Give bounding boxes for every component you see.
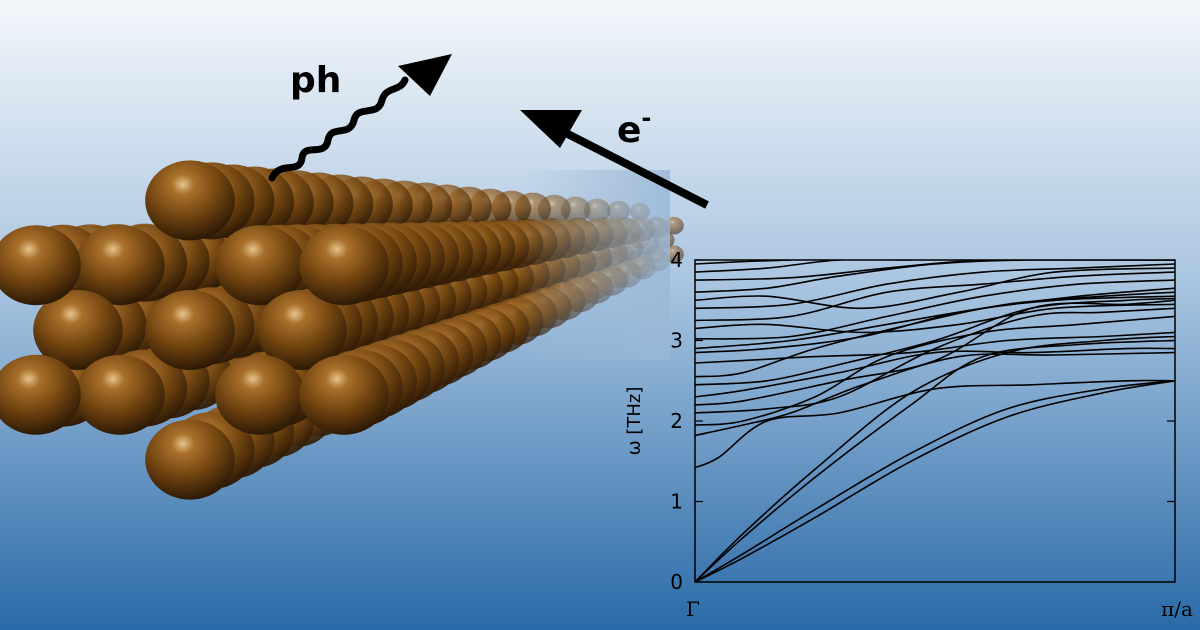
x-tick-label-gamma: Γ [686,597,700,621]
electron-shaft [558,126,709,209]
phonon-arrowhead [398,54,452,96]
wire-fade [520,170,670,360]
atom [299,225,389,306]
phonon-arrow [268,54,452,182]
phonon-label: ph [290,60,341,101]
atom [75,225,165,306]
atom [33,290,123,370]
dispersion-branch-4 [695,335,1175,582]
y-axis-ticks: 0 1 2 3 4 [670,248,1175,594]
dispersion-branch-3 [695,339,1175,582]
electron-arrowhead [520,110,582,148]
atom [145,419,235,500]
y-tick-label: 3 [670,329,683,353]
atom [75,354,165,435]
dispersion-branch-18 [695,271,1175,322]
y-axis-label: ω [THz] [624,387,645,456]
dispersion-branch-15 [695,287,1175,350]
dispersion-branch-20 [695,267,1175,310]
y-tick-label: 4 [670,248,683,272]
atom [145,290,235,370]
dispersion-branch-1 [695,380,1175,582]
y-tick-label: 1 [670,490,683,514]
dispersion-branch-9 [695,299,1175,406]
atom [215,354,305,435]
atom [299,354,389,435]
dispersion-branch-10 [695,347,1175,398]
y-tick-label: 2 [670,409,683,433]
dispersion-branch-19 [695,263,1175,310]
dispersion-branch-14 [695,295,1175,354]
atom [145,160,235,241]
dispersion-branch-2 [695,380,1175,582]
dispersion-branch-16 [695,279,1175,340]
dispersion-branch-5 [695,379,1175,469]
x-tick-label-pi-over-a: π/a [1161,597,1193,621]
dispersion-branch-22 [695,260,1175,281]
electron-arrow [520,110,709,209]
phonon-wave [268,76,409,182]
dispersion-branch-13 [695,331,1175,364]
atom [215,225,305,306]
dispersion-branch-23 [695,260,911,273]
y-tick-label: 0 [670,570,683,594]
atom [257,290,347,370]
atom [0,354,81,435]
dispersion-branch-11 [695,297,1175,386]
dispersion-branch-8 [695,307,1175,414]
dispersion-branch-17 [695,303,1175,334]
dispersion-curves [695,260,1175,582]
dispersion-branch-6 [695,351,1175,437]
dispersion-branch-7 [695,315,1175,426]
electron-label: e- [617,104,651,151]
nanowire [0,160,684,500]
atom [0,225,81,306]
